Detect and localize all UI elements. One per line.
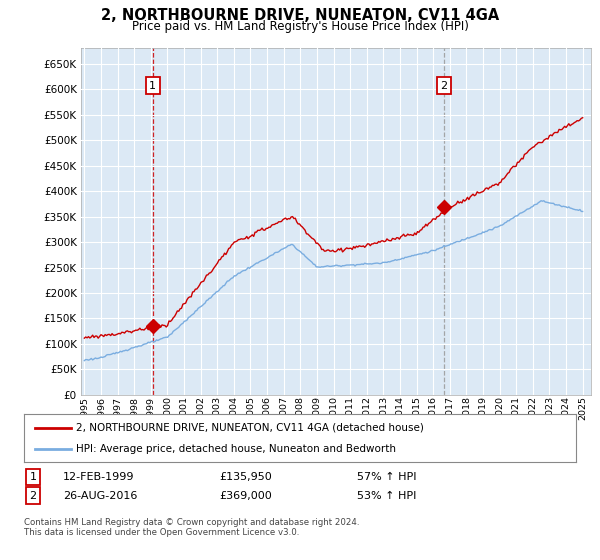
Text: HPI: Average price, detached house, Nuneaton and Bedworth: HPI: Average price, detached house, Nune…	[76, 444, 397, 454]
Text: 2: 2	[440, 81, 448, 91]
Text: 26-AUG-2016: 26-AUG-2016	[63, 491, 137, 501]
Text: £369,000: £369,000	[219, 491, 272, 501]
Text: Contains HM Land Registry data © Crown copyright and database right 2024.
This d: Contains HM Land Registry data © Crown c…	[24, 518, 359, 538]
Text: 12-FEB-1999: 12-FEB-1999	[63, 472, 134, 482]
Text: 53% ↑ HPI: 53% ↑ HPI	[357, 491, 416, 501]
Text: 2, NORTHBOURNE DRIVE, NUNEATON, CV11 4GA: 2, NORTHBOURNE DRIVE, NUNEATON, CV11 4GA	[101, 8, 499, 24]
Text: 2: 2	[29, 491, 37, 501]
Text: 1: 1	[149, 81, 156, 91]
Text: £135,950: £135,950	[219, 472, 272, 482]
Text: 2, NORTHBOURNE DRIVE, NUNEATON, CV11 4GA (detached house): 2, NORTHBOURNE DRIVE, NUNEATON, CV11 4GA…	[76, 423, 424, 433]
Text: Price paid vs. HM Land Registry's House Price Index (HPI): Price paid vs. HM Land Registry's House …	[131, 20, 469, 32]
Text: 57% ↑ HPI: 57% ↑ HPI	[357, 472, 416, 482]
Text: 1: 1	[29, 472, 37, 482]
